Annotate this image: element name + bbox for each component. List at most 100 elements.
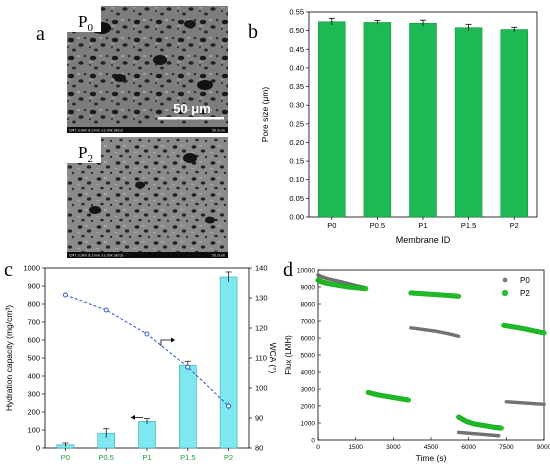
y-tick-label: 1000 bbox=[301, 420, 316, 427]
x-tick-label: P0.5 bbox=[98, 453, 113, 462]
x-tick-label: 6000 bbox=[461, 444, 476, 451]
data-point bbox=[363, 286, 369, 292]
y-axis-title-right: WCA (°) bbox=[268, 343, 278, 374]
sem-image-bottom: P2 CMT 3.0kV 8.1mm x1.00k SE(U) 50.0um bbox=[67, 137, 228, 258]
wca-point bbox=[144, 331, 150, 337]
sem-bottom-caption-right: 50.0um bbox=[212, 254, 226, 258]
y-tick-label: 0.10 bbox=[289, 175, 304, 184]
x-tick-label: P0 bbox=[61, 453, 70, 462]
y-tick-label-left: 400 bbox=[27, 372, 40, 381]
x-tick-label: 4500 bbox=[424, 444, 439, 451]
right-axis-arrow bbox=[160, 339, 173, 346]
y-tick-label: 0.20 bbox=[289, 138, 304, 147]
sem-top-label: P0 bbox=[78, 12, 93, 34]
x-axis-title: Time (s) bbox=[416, 453, 447, 463]
sem-scalebar-line bbox=[158, 117, 224, 120]
data-point bbox=[497, 433, 501, 438]
pore-size-chart: 0.00 0.05 0.10 0.15 0.20 0.25 0.30 0.35 0.40 0.45… bbox=[260, 8, 538, 245]
x-tick-label: 0 bbox=[316, 444, 320, 451]
legend-label: P2 bbox=[520, 289, 530, 298]
x-tick-label: P1 bbox=[142, 453, 151, 462]
y-tick-label: 6000 bbox=[301, 335, 316, 342]
y-tick-label-left: 500 bbox=[27, 354, 40, 363]
sem-top-label-box bbox=[67, 6, 101, 32]
right-axis-arrow-head bbox=[171, 337, 175, 343]
wca-point bbox=[103, 307, 109, 313]
bar bbox=[363, 22, 392, 218]
y-tick-label-right: 100 bbox=[255, 384, 268, 393]
bar bbox=[219, 276, 238, 449]
wca-point bbox=[185, 364, 191, 370]
wca-point bbox=[226, 403, 232, 409]
x-tick-label: P2 bbox=[224, 453, 233, 462]
y-tick-label-left: 600 bbox=[27, 336, 40, 345]
data-point bbox=[542, 402, 546, 407]
left-axis-arrow-head bbox=[131, 414, 135, 420]
bar bbox=[500, 29, 528, 218]
x-tick-label: P2 bbox=[510, 221, 519, 230]
y-tick-label: 2000 bbox=[301, 403, 316, 410]
x-tick-label: P1.5 bbox=[461, 221, 476, 230]
sem-bottom-caption: CMT 3.0kV 8.1mm x1.00k SE(U) bbox=[69, 254, 124, 258]
y-tick-label-left: 0 bbox=[36, 444, 40, 453]
y-tick-label-right: 130 bbox=[255, 294, 268, 303]
y-tick-label-right: 110 bbox=[255, 354, 267, 363]
y-tick-label-left: 200 bbox=[27, 408, 40, 417]
sem-top-caption-right: 50.0um bbox=[212, 129, 226, 133]
y-tick-label: 0.00 bbox=[289, 213, 304, 222]
bar bbox=[179, 364, 197, 449]
data-point bbox=[405, 397, 411, 403]
y-tick-label-left: 800 bbox=[27, 300, 40, 309]
x-tick-label: P1.5 bbox=[180, 453, 195, 462]
sem-image-top: P0 50 μm CMT 3.0kV 8.2mm x1.00k SE(U) 50… bbox=[67, 6, 228, 133]
y-tick-label: 0.40 bbox=[289, 63, 304, 72]
y-tick-label: 0.25 bbox=[289, 119, 304, 128]
panel-label-b: b bbox=[248, 21, 258, 43]
y-tick-label-left: 100 bbox=[27, 426, 40, 435]
y-tick-label: 7000 bbox=[301, 318, 316, 325]
y-tick-label-right: 140 bbox=[255, 264, 268, 273]
y-tick-label-right: 120 bbox=[255, 324, 268, 333]
bar bbox=[409, 22, 437, 218]
x-axis-title: Membrane ID bbox=[396, 235, 451, 245]
panel-label-d: d bbox=[283, 259, 293, 281]
x-tick-label: P0.5 bbox=[370, 221, 385, 230]
y-tick-label: 8000 bbox=[301, 301, 316, 308]
y-tick-label: 0.45 bbox=[289, 45, 304, 54]
y-tick-label: 0.55 bbox=[289, 8, 304, 17]
x-tick-label: 1500 bbox=[348, 444, 363, 451]
bar bbox=[454, 27, 483, 218]
bar bbox=[318, 21, 346, 218]
sem-scalebar-label: 50 μm bbox=[173, 101, 211, 116]
sem-bottom-label: P2 bbox=[78, 143, 93, 165]
data-point bbox=[541, 330, 547, 336]
data-point bbox=[456, 293, 462, 299]
legend-marker bbox=[501, 289, 509, 297]
y-tick-label: 0.30 bbox=[289, 101, 304, 110]
panel-label-a: a bbox=[36, 23, 45, 45]
wca-point bbox=[62, 292, 68, 298]
x-tick-label: P0 bbox=[327, 221, 336, 230]
x-tick-label: 7500 bbox=[499, 444, 514, 451]
y-tick-label: 0.35 bbox=[289, 82, 304, 91]
hydration-wca-chart: 0 100 200 300 400 500 600 700 800 900 1000 80 90 100 1… bbox=[4, 264, 278, 463]
y-tick-label: 0.50 bbox=[289, 26, 304, 35]
x-tick-label: 3000 bbox=[386, 444, 401, 451]
y-tick-label: 0.05 bbox=[289, 194, 304, 203]
wca-line bbox=[65, 294, 229, 407]
data-point bbox=[456, 334, 461, 339]
y-tick-label: 10000 bbox=[297, 267, 315, 274]
bar bbox=[138, 421, 156, 449]
legend-label: P0 bbox=[520, 276, 530, 285]
sem-top-caption: CMT 3.0kV 8.2mm x1.00k SE(U) bbox=[69, 129, 124, 133]
legend-marker bbox=[502, 277, 508, 283]
y-tick-label: 0 bbox=[311, 437, 315, 444]
y-axis-title: Flux (LMH) bbox=[284, 335, 293, 375]
flux-time-chart: 0 1000 2000 3000 4000 5000 6000 7000 8000 9000 100… bbox=[284, 267, 550, 463]
y-tick-label-left: 300 bbox=[27, 390, 40, 399]
panel-label-c: c bbox=[4, 259, 13, 281]
y-axis-title-left: Hydration capacity (mg/cm³) bbox=[4, 305, 14, 411]
x-tick-label: P1 bbox=[418, 221, 427, 230]
y-tick-label: 0.15 bbox=[289, 157, 304, 166]
